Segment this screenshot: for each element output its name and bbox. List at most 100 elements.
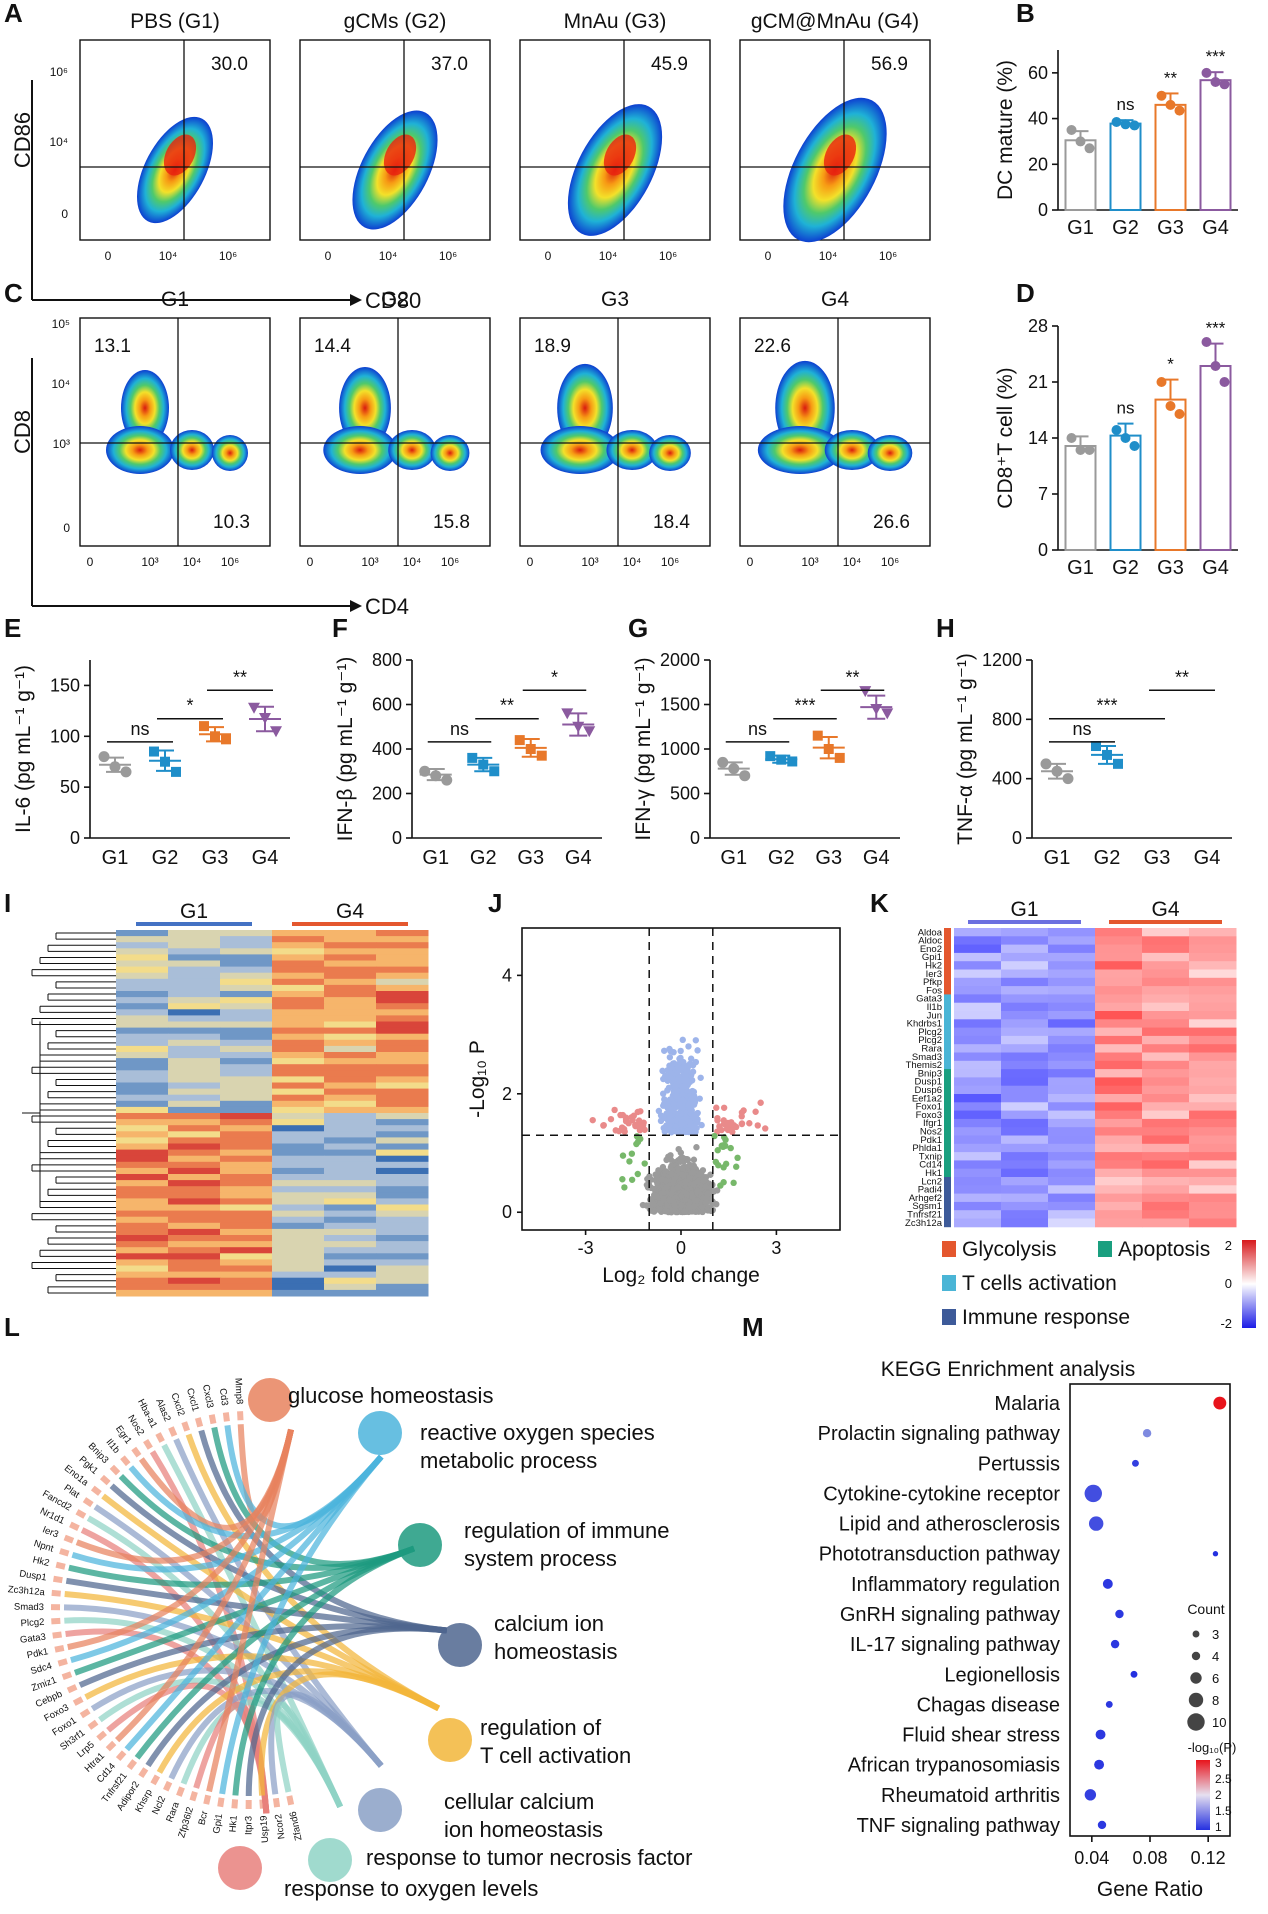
category-strip <box>944 994 951 1004</box>
heatmap-cell <box>116 1149 169 1157</box>
data-point <box>1113 758 1123 769</box>
heatmap-cell <box>1001 1152 1049 1161</box>
heatmap-cell <box>1001 944 1049 954</box>
y-tick-label: 28 <box>1028 316 1048 336</box>
gene-label: Ier3 <box>926 969 942 980</box>
gene-label: Cd14 <box>919 1160 942 1171</box>
heatmap-cell <box>1048 936 1096 946</box>
panel-letter-K: K <box>870 888 889 918</box>
heatmap-cell <box>272 978 325 986</box>
volcano-point <box>707 1171 714 1178</box>
category-strip <box>944 1143 951 1153</box>
category-strip <box>944 1044 951 1053</box>
heatmap-cell <box>376 1143 429 1151</box>
heatmap-cell <box>1048 1027 1096 1037</box>
category-strip <box>944 1060 951 1070</box>
heatmap-cell <box>376 1070 429 1077</box>
gene-ring-segment <box>217 1797 225 1808</box>
heatmap-cell <box>1142 1127 1190 1136</box>
heatmap-cell <box>220 1210 273 1218</box>
x-tick-label: G4 <box>1202 557 1229 579</box>
data-point <box>728 763 740 775</box>
volcano-point <box>666 1126 674 1134</box>
heatmap-cell <box>954 977 1002 987</box>
data-point <box>1210 361 1221 371</box>
category-strip <box>944 1077 951 1087</box>
significance-label: ** <box>233 667 247 687</box>
heatmap-cell <box>1142 1011 1190 1020</box>
data-point <box>160 756 170 767</box>
x-tick-label: G4 <box>1202 217 1229 239</box>
heatmap-cell <box>272 1247 325 1254</box>
heatmap-cell <box>1189 1177 1237 1186</box>
heatmap-cell <box>954 994 1002 1004</box>
heatmap-cell <box>1142 969 1190 979</box>
heatmap-cell <box>116 997 169 1004</box>
category-strip <box>944 1135 951 1145</box>
y-tick-label: 10³ <box>53 437 70 451</box>
volcano-point <box>697 1074 704 1081</box>
heatmap-cell <box>324 942 377 949</box>
heatmap-cell <box>220 1100 273 1108</box>
gene-ring-segment <box>90 1485 102 1496</box>
heatmap-cell <box>954 1060 1002 1070</box>
gene-ring-segment <box>176 1786 185 1797</box>
volcano-point <box>622 1114 630 1121</box>
heatmap-cell <box>1048 969 1096 979</box>
heatmap-cell <box>272 1277 325 1285</box>
volcano-point <box>690 1123 697 1130</box>
heatmap-cell <box>376 1119 429 1126</box>
volcano-point <box>666 1121 673 1128</box>
arrow-head <box>350 294 362 306</box>
gene-label: Dusp6 <box>915 1085 942 1096</box>
facet-frame <box>79 317 271 547</box>
volcano-point <box>693 1144 700 1151</box>
gene-label: Bnip3 <box>918 1068 942 1079</box>
gene-label: Nos2 <box>920 1127 942 1138</box>
quadrant-value: 30.0 <box>211 54 248 75</box>
significance-label: * <box>551 667 558 687</box>
heatmap-cell <box>954 961 1002 970</box>
chord-ribbon <box>273 1701 343 1809</box>
heatmap-cell <box>324 1088 377 1096</box>
heatmap-cell <box>1048 1085 1096 1095</box>
heatmap-cell <box>1001 969 1049 979</box>
heatmap-cell <box>324 1009 377 1016</box>
heatmap-cell <box>1142 977 1190 987</box>
heatmap-cell <box>1095 969 1143 979</box>
x-tick-label: 0.04 <box>1074 1848 1109 1868</box>
gene-label: Plcg2 <box>918 1035 942 1046</box>
y-tick-label: 0 <box>61 207 68 221</box>
heatmap-cell <box>220 930 273 937</box>
heatmap-cell <box>954 1069 1002 1078</box>
heatmap-cell <box>116 1259 169 1266</box>
data-point <box>1062 773 1074 785</box>
x-tick-label: 10⁴ <box>159 249 178 263</box>
density-blob-right <box>212 435 248 471</box>
heatmap-cell <box>220 978 273 986</box>
heatmap-cell <box>168 1235 221 1242</box>
heatmap-cell <box>1095 1002 1143 1012</box>
heatmap-cell <box>116 1131 169 1138</box>
gene-ring-segment <box>72 1696 84 1706</box>
volcano-point <box>650 1201 657 1208</box>
volcano-point <box>746 1120 753 1127</box>
legend-label: Immune response <box>962 1306 1130 1329</box>
heatmap-cell <box>1142 994 1190 1004</box>
heatmap-cell <box>220 1192 273 1199</box>
heatmap-cell <box>376 1259 429 1266</box>
gene-label: Khdrbs1 <box>907 1019 942 1030</box>
heatmap-cell <box>954 1077 1002 1087</box>
heatmap-cell <box>954 1135 1002 1145</box>
heatmap-cell <box>1189 977 1237 987</box>
legend-swatch <box>942 1275 956 1291</box>
bar <box>1199 365 1232 551</box>
lower-right-value: 18.4 <box>653 512 690 533</box>
volcano-point <box>666 1054 674 1061</box>
category-strip <box>944 1160 951 1170</box>
size-legend-title: Count <box>1187 1601 1224 1617</box>
heatmap-cell <box>954 1002 1002 1012</box>
legend-label: T cells activation <box>962 1272 1117 1295</box>
category-strip <box>944 944 951 954</box>
y-tick-label: 800 <box>992 709 1022 729</box>
